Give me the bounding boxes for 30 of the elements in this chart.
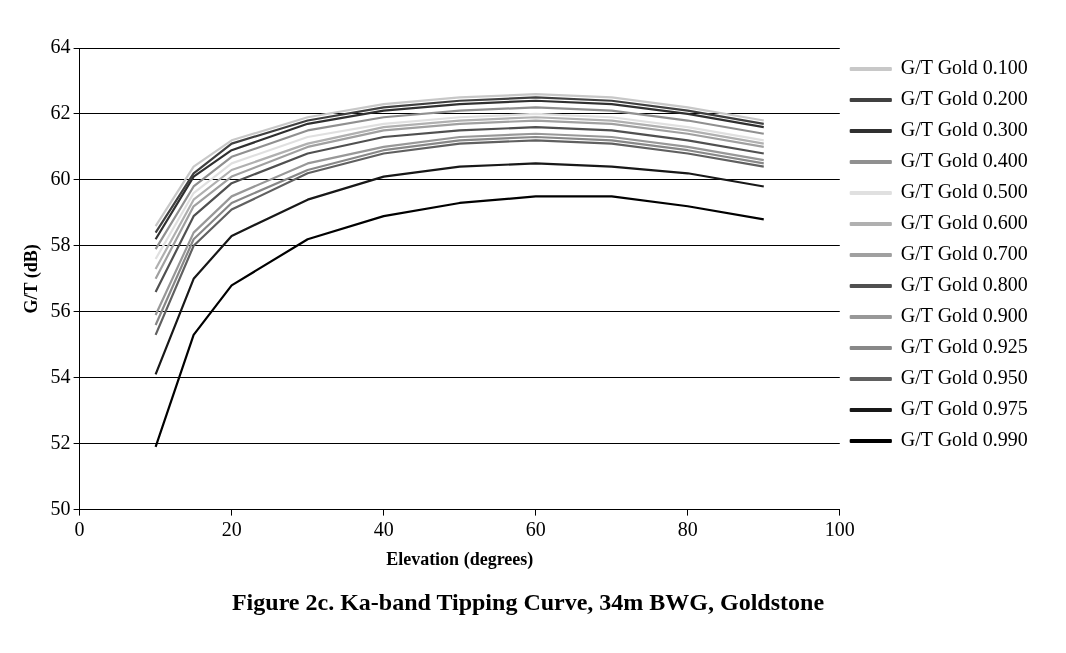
y-tick-label: 52 xyxy=(50,430,71,453)
legend-label: G/T Gold 0.800 xyxy=(900,273,1028,296)
y-tick-label: 62 xyxy=(50,101,71,124)
y-axis-title: G/T (dB) xyxy=(21,244,43,314)
legend-label: G/T Gold 0.925 xyxy=(900,335,1028,358)
x-axis-title: Elevation (degrees) xyxy=(386,549,534,571)
legend-label: G/T Gold 0.500 xyxy=(900,180,1028,203)
y-tick-label: 54 xyxy=(50,364,71,387)
y-tick-label: 50 xyxy=(50,496,71,519)
x-tick-label: 80 xyxy=(677,517,698,540)
legend-label: G/T Gold 0.990 xyxy=(900,428,1028,451)
x-tick-label: 100 xyxy=(824,517,855,540)
legend-label: G/T Gold 0.900 xyxy=(900,304,1028,327)
legend-label: G/T Gold 0.300 xyxy=(900,118,1028,141)
legend-label: G/T Gold 0.975 xyxy=(900,397,1028,420)
y-tick-label: 60 xyxy=(50,167,71,190)
x-tick-label: 0 xyxy=(74,517,85,540)
x-tick-label: 40 xyxy=(373,517,394,540)
legend-label: G/T Gold 0.100 xyxy=(900,56,1028,79)
legend-label: G/T Gold 0.950 xyxy=(900,366,1028,389)
y-tick-label: 56 xyxy=(50,299,71,322)
y-tick-label: 58 xyxy=(50,233,71,256)
x-tick-label: 60 xyxy=(525,517,546,540)
x-tick-label: 20 xyxy=(221,517,242,540)
legend-label: G/T Gold 0.600 xyxy=(900,211,1028,234)
legend-label: G/T Gold 0.400 xyxy=(900,149,1028,172)
legend-label: G/T Gold 0.700 xyxy=(900,242,1028,265)
y-tick-label: 64 xyxy=(50,35,71,58)
text: Figure 2c. Ka-band Tipping Curve, 34m BWG, Goldstone xyxy=(231,588,825,615)
legend-label: G/T Gold 0.200 xyxy=(900,87,1028,110)
